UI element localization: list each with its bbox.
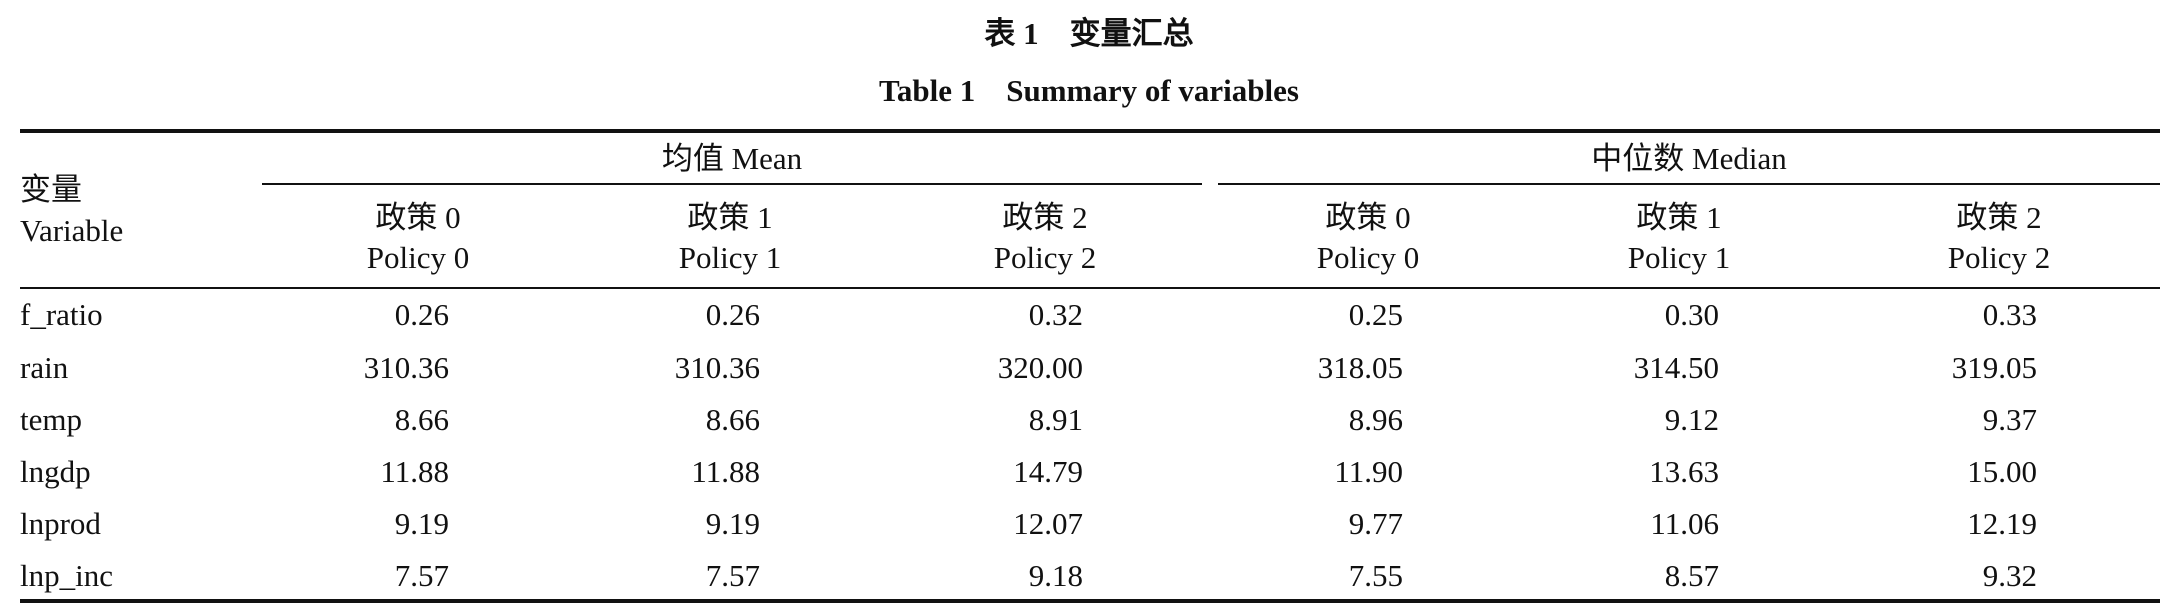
cell: 310.36: [674, 350, 760, 385]
cell: 9.12: [1664, 402, 1719, 437]
group-header: 中位数 Median: [1591, 141, 1787, 176]
cell: 320.00: [997, 350, 1083, 385]
column-header-cn: 政策 2: [1002, 200, 1088, 235]
column-header-en: Policy 1: [1627, 240, 1731, 275]
column-header-cn: 政策 0: [375, 200, 461, 235]
cell: 7.57: [394, 558, 449, 593]
variable-header-cn: 变量: [20, 172, 82, 207]
cell: 7.57: [705, 558, 760, 593]
row-label: temp: [20, 402, 82, 437]
cell: 0.32: [1028, 297, 1083, 332]
row-label: lngdp: [20, 454, 91, 489]
row-label: rain: [20, 350, 69, 385]
cell: 8.91: [1028, 402, 1083, 437]
group-rule: [1218, 183, 2160, 185]
cell: 8.96: [1348, 402, 1403, 437]
cell: 0.25: [1348, 297, 1403, 332]
cell: 13.63: [1649, 454, 1719, 489]
row-label: lnp_inc: [20, 558, 113, 593]
column-header-en: Policy 1: [678, 240, 782, 275]
cell: 7.55: [1348, 558, 1403, 593]
cell: 9.19: [705, 506, 760, 541]
bottom-rule: [20, 599, 2160, 603]
cell: 9.77: [1348, 506, 1403, 541]
column-header-cn: 政策 1: [687, 200, 773, 235]
cell: 8.57: [1664, 558, 1719, 593]
row-label: f_ratio: [20, 297, 103, 332]
group-header: 均值 Mean: [661, 141, 803, 176]
cell: 12.19: [1967, 506, 2037, 541]
column-header-en: Policy 2: [1947, 240, 2051, 275]
top-rule: [20, 129, 2160, 133]
cell: 0.26: [705, 297, 760, 332]
table-title-en: Table 1 Summary of variables: [879, 73, 1299, 108]
column-header-cn: 政策 1: [1636, 200, 1722, 235]
cell: 15.00: [1967, 454, 2037, 489]
column-header-en: Policy 0: [366, 240, 470, 275]
cell: 9.18: [1028, 558, 1083, 593]
cell: 11.88: [380, 454, 449, 489]
column-header-cn: 政策 0: [1325, 200, 1411, 235]
cell: 318.05: [1317, 350, 1403, 385]
cell: 9.19: [394, 506, 449, 541]
column-header-en: Policy 2: [993, 240, 1097, 275]
cell: 11.06: [1650, 506, 1719, 541]
cell: 0.30: [1664, 297, 1719, 332]
cell: 12.07: [1013, 506, 1083, 541]
cell: 11.88: [691, 454, 760, 489]
cell: 319.05: [1951, 350, 2037, 385]
cell: 0.26: [394, 297, 449, 332]
column-header-en: Policy 0: [1316, 240, 1420, 275]
cell: 314.50: [1633, 350, 1719, 385]
cell: 0.33: [1982, 297, 2037, 332]
cell: 11.90: [1334, 454, 1403, 489]
column-header-cn: 政策 2: [1956, 200, 2042, 235]
cell: 14.79: [1013, 454, 1083, 489]
group-rule: [262, 183, 1202, 185]
header-rule: [20, 287, 2160, 289]
row-label: lnprod: [20, 506, 101, 541]
variable-header-en: Variable: [20, 213, 124, 248]
cell: 310.36: [363, 350, 449, 385]
cell: 8.66: [705, 402, 760, 437]
cell: 8.66: [394, 402, 449, 437]
cell: 9.32: [1982, 558, 2037, 593]
cell: 9.37: [1982, 402, 2037, 437]
table-title-cn: 表 1 变量汇总: [984, 16, 1194, 51]
